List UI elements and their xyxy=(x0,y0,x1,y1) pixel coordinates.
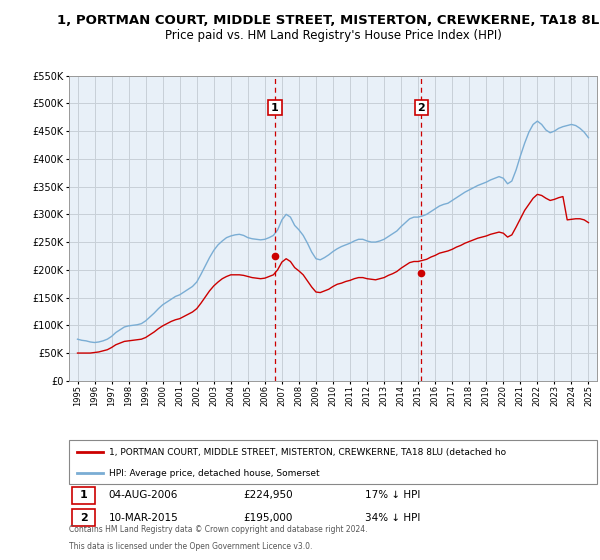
Text: Price paid vs. HM Land Registry's House Price Index (HPI): Price paid vs. HM Land Registry's House … xyxy=(164,29,502,42)
Text: £195,000: £195,000 xyxy=(243,512,293,522)
Text: 1: 1 xyxy=(271,102,279,113)
Text: This data is licensed under the Open Government Licence v3.0.: This data is licensed under the Open Gov… xyxy=(69,542,313,551)
Text: £224,950: £224,950 xyxy=(243,490,293,500)
Text: HPI: Average price, detached house, Somerset: HPI: Average price, detached house, Some… xyxy=(109,469,319,478)
FancyBboxPatch shape xyxy=(71,487,95,503)
Text: 34% ↓ HPI: 34% ↓ HPI xyxy=(365,512,420,522)
Text: 2: 2 xyxy=(418,102,425,113)
Text: 1, PORTMAN COURT, MIDDLE STREET, MISTERTON, CREWKERNE, TA18 8LU: 1, PORTMAN COURT, MIDDLE STREET, MISTERT… xyxy=(57,14,600,27)
FancyBboxPatch shape xyxy=(71,509,95,526)
Text: 1, PORTMAN COURT, MIDDLE STREET, MISTERTON, CREWKERNE, TA18 8LU (detached ho: 1, PORTMAN COURT, MIDDLE STREET, MISTERT… xyxy=(109,447,506,456)
Text: 04-AUG-2006: 04-AUG-2006 xyxy=(109,490,178,500)
Text: 1: 1 xyxy=(80,490,88,500)
Text: 10-MAR-2015: 10-MAR-2015 xyxy=(109,512,178,522)
Text: 17% ↓ HPI: 17% ↓ HPI xyxy=(365,490,420,500)
Text: Contains HM Land Registry data © Crown copyright and database right 2024.: Contains HM Land Registry data © Crown c… xyxy=(69,525,367,534)
Text: 2: 2 xyxy=(80,512,88,522)
